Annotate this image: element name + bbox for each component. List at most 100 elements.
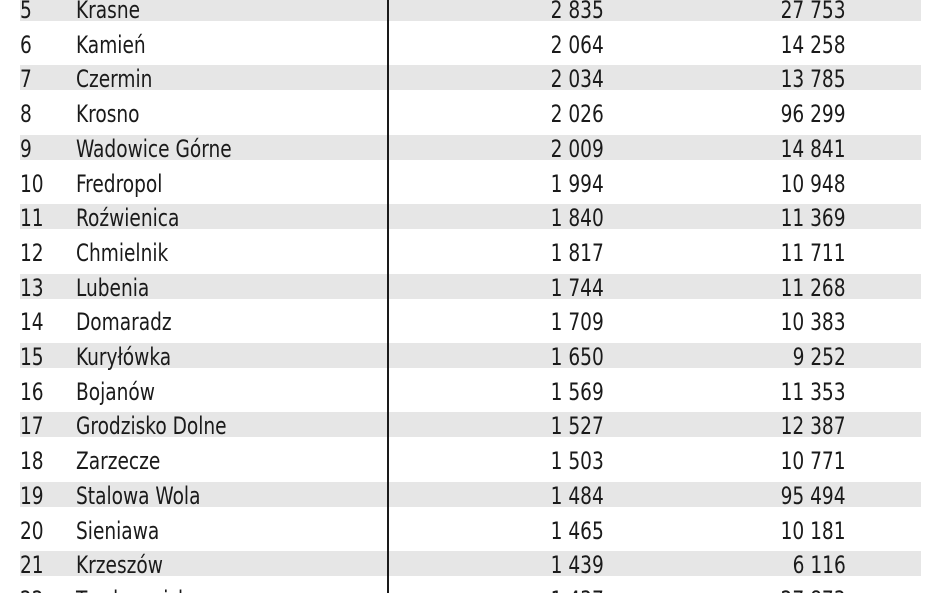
municipality-name-cell: Kamień [76,30,146,59]
value-cell-1: 1 439 [550,551,604,580]
rank-cell: 17 [20,412,44,441]
rank-cell: 7 [20,65,32,94]
table-row: 21 Krzeszów 1 439 6 116 [0,548,948,583]
value-cell-2: 6 116 [792,551,846,580]
value-cell-1: 1 817 [550,238,604,267]
table-row: 10 Fredropol 1 994 10 948 [0,167,948,202]
value-cell-2: 12 387 [781,412,846,441]
value-cell-1: 2 034 [550,65,604,94]
rank-cell: 19 [20,481,44,510]
rank-cell: 22 [20,583,44,593]
rank-cell: 12 [20,238,44,267]
municipality-name-cell: Wadowice Górne [76,134,232,163]
municipality-name-cell: Chmielnik [76,238,169,267]
rank-cell: 5 [20,0,32,24]
value-cell-1: 1 744 [550,273,604,302]
table-row: 15 Kuryłówka 1 650 9 252 [0,340,948,375]
table-row: 17 Grodzisko Dolne 1 527 12 387 [0,409,948,444]
value-cell-1: 2 026 [550,100,604,129]
municipality-name-cell: Krzeszów [76,551,163,580]
value-cell-1: 1 709 [550,308,604,337]
row-background [20,343,921,368]
table-row: 14 Domaradz 1 709 10 383 [0,305,948,340]
rank-cell: 20 [20,516,44,545]
rank-cell: 8 [20,100,32,129]
table-row: 18 Zarzecze 1 503 10 771 [0,444,948,479]
value-cell-2: 10 948 [781,169,846,198]
value-cell-2: 11 268 [781,273,846,302]
value-cell-1: 1 569 [550,377,604,406]
table-row: 16 Bojanów 1 569 11 353 [0,375,948,410]
table-row: 20 Sieniawa 1 465 10 181 [0,514,948,549]
table-row: 22 Trzebownisko 1 437 27 873 [0,583,948,593]
value-cell-2: 27 753 [781,0,846,24]
municipality-name-cell: Fredropol [76,169,163,198]
value-cell-2: 14 258 [781,30,846,59]
row-background [20,481,921,507]
table-row: 6 Kamień 2 064 14 258 [0,28,948,63]
table-row: 19 Stalowa Wola 1 484 95 494 [0,479,948,514]
rank-cell: 18 [20,447,44,476]
value-cell-1: 1 527 [550,412,604,441]
rank-cell: 16 [20,377,44,406]
rank-cell: 13 [20,273,44,302]
value-cell-1: 2 009 [550,134,604,163]
rank-cell: 14 [20,308,44,337]
row-background [20,273,921,299]
value-cell-1: 1 503 [550,447,604,476]
table-row: 13 Lubenia 1 744 11 268 [0,271,948,306]
row-background [20,0,921,21]
municipality-name-cell: Kuryłówka [76,343,172,371]
value-cell-2: 27 873 [781,583,846,593]
municipality-name-cell: Krosno [76,100,140,129]
row-background [20,551,921,577]
value-cell-2: 11 353 [781,377,846,406]
municipality-name-cell: Czermin [76,65,153,94]
value-cell-2: 10 181 [781,516,846,545]
value-cell-1: 2 835 [550,0,604,24]
rank-cell: 21 [20,551,44,580]
value-cell-1: 1 437 [551,583,604,593]
table-row: 5 Krasne 2 835 27 753 [0,0,948,28]
table-row: 9 Wadowice Górne 2 009 14 841 [0,132,948,167]
table-row: 11 Roźwienica 1 840 11 369 [0,201,948,236]
rank-cell: 10 [20,169,44,198]
table-row: 12 Chmielnik 1 817 11 711 [0,236,948,271]
municipality-name-cell: Sieniawa [76,516,160,545]
rank-cell: 9 [20,134,32,163]
table-row: 7 Czermin 2 034 13 785 [0,62,948,97]
row-background [20,134,921,160]
value-cell-2: 96 299 [781,100,846,129]
municipality-name-cell: Lubenia [76,273,150,302]
municipality-name-cell: Roźwienica [76,204,180,233]
municipality-name-cell: Domaradz [76,308,172,337]
row-background [20,412,921,438]
value-cell-1: 1 650 [550,343,604,371]
column-divider [387,0,389,593]
value-cell-2: 10 383 [781,308,846,337]
table-row: 8 Krosno 2 026 96 299 [0,97,948,132]
value-cell-2: 95 494 [781,481,846,510]
value-cell-2: 10 771 [781,447,846,476]
value-cell-1: 1 465 [550,516,604,545]
value-cell-2: 13 785 [781,65,846,94]
value-cell-1: 1 994 [550,169,604,198]
value-cell-2: 11 711 [781,238,846,267]
rank-cell: 6 [20,30,32,59]
municipality-name-cell: Trzebownisko [76,583,199,593]
municipality-name-cell: Bojanów [76,377,155,406]
value-cell-1: 2 064 [550,30,604,59]
row-background [20,204,921,230]
value-cell-1: 1 484 [550,481,604,510]
rank-cell: 15 [20,343,44,371]
municipality-name-cell: Krasne [76,0,141,24]
rank-cell: 11 [20,204,44,233]
value-cell-2: 11 369 [781,204,846,233]
row-background [20,65,921,91]
value-cell-1: 1 840 [550,204,604,233]
municipality-name-cell: Stalowa Wola [76,481,201,510]
value-cell-2: 14 841 [781,134,846,163]
value-cell-2: 9 252 [792,343,846,371]
municipality-name-cell: Grodzisko Dolne [76,412,227,441]
